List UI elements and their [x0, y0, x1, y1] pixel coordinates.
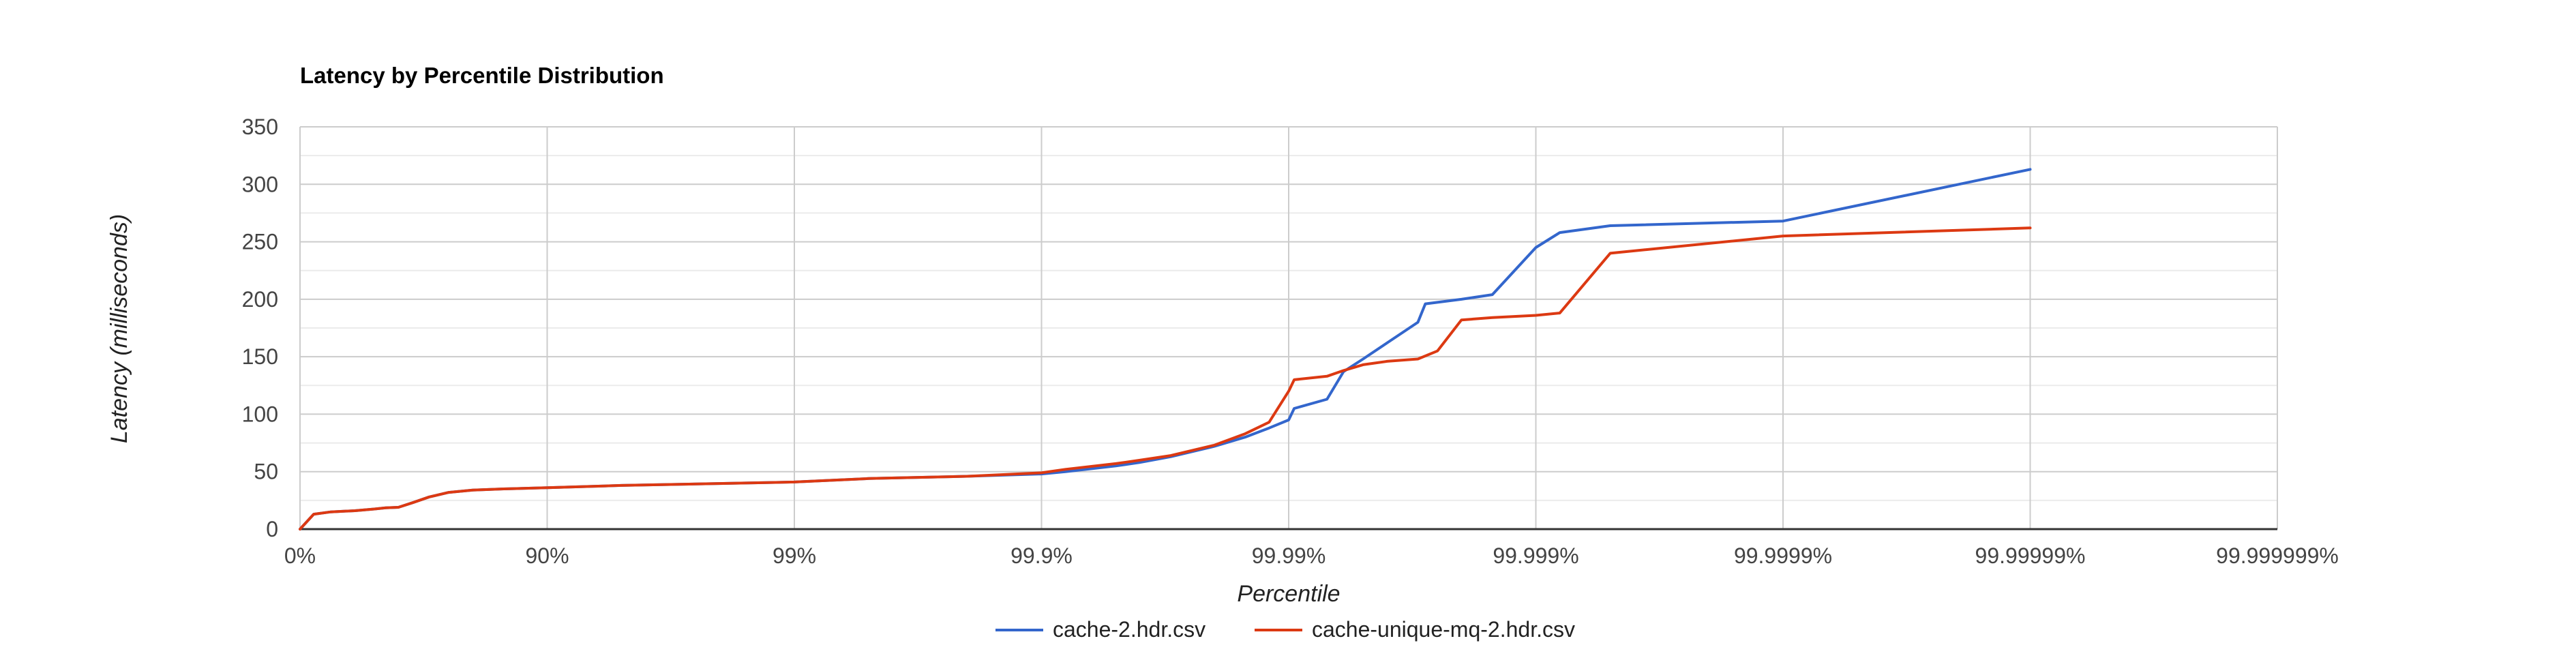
y-tick-label: 100: [242, 402, 278, 426]
x-tick-label: 99.9999%: [1734, 543, 1832, 568]
y-tick-label: 200: [242, 287, 278, 312]
x-tick-label: 99%: [773, 543, 816, 568]
y-tick-label: 250: [242, 230, 278, 254]
y-tick-label: 0: [266, 517, 278, 541]
series-line-2: [299, 226, 2032, 530]
x-tick-label: 99.999999%: [2216, 543, 2339, 568]
x-tick-label: 90%: [525, 543, 569, 568]
y-tick-label: 300: [242, 172, 278, 196]
x-axis-title: Percentile: [1237, 581, 1340, 607]
x-tick-label: 99.99999%: [1975, 543, 2086, 568]
y-axis-title: Latency (milliseconds): [106, 214, 132, 443]
series-line-1: [299, 168, 2032, 530]
legend-item-2[interactable]: cache-unique-mq-2.hdr.csv: [1255, 617, 1575, 642]
y-tick-label: 350: [242, 115, 278, 139]
legend-label: cache-2.hdr.csv: [1053, 617, 1205, 642]
y-tick-label: 50: [254, 460, 278, 484]
x-tick-label: 99.9%: [1010, 543, 1073, 568]
x-tick-label: 99.99%: [1252, 543, 1326, 568]
chart-title: Latency by Percentile Distribution: [300, 63, 664, 88]
x-tick-label: 99.999%: [1493, 543, 1578, 568]
legend-item-1[interactable]: cache-2.hdr.csv: [995, 617, 1205, 642]
legend-label: cache-unique-mq-2.hdr.csv: [1312, 617, 1575, 642]
x-tick-label: 0%: [284, 543, 316, 568]
y-tick-label: 150: [242, 344, 278, 369]
